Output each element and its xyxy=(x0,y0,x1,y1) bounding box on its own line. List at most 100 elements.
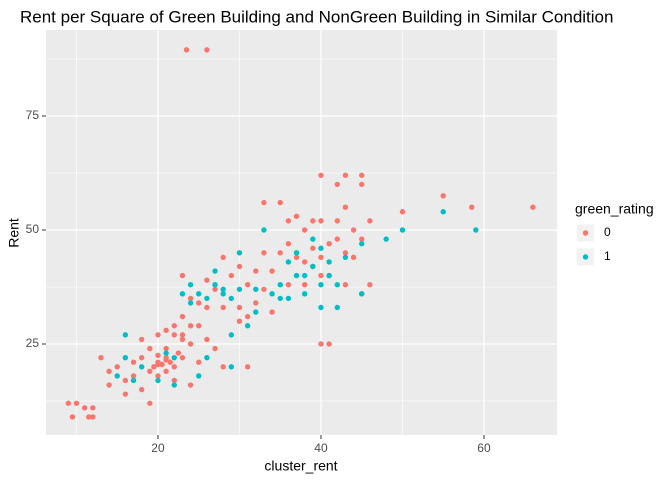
point xyxy=(163,350,169,356)
point xyxy=(212,282,218,288)
point xyxy=(318,218,324,224)
legend-title: green_rating xyxy=(575,201,654,217)
legend-marker xyxy=(582,230,589,236)
point xyxy=(187,341,194,347)
point xyxy=(220,291,226,297)
point xyxy=(253,286,259,292)
point xyxy=(359,181,365,188)
point xyxy=(293,272,300,279)
point xyxy=(196,373,202,379)
point xyxy=(236,263,243,270)
point xyxy=(310,236,316,242)
legend-label: 0 xyxy=(604,225,611,239)
x-tick-label: 60 xyxy=(477,441,491,455)
point xyxy=(326,240,332,247)
point xyxy=(114,373,120,379)
point xyxy=(334,181,340,188)
point xyxy=(159,361,165,368)
point xyxy=(220,286,226,292)
point xyxy=(220,254,226,261)
point xyxy=(138,386,145,393)
point xyxy=(261,286,267,292)
point xyxy=(440,209,446,215)
point xyxy=(187,282,194,288)
point xyxy=(114,364,120,370)
point xyxy=(138,336,145,343)
point xyxy=(171,377,177,384)
point xyxy=(261,250,267,256)
point xyxy=(244,364,251,370)
point xyxy=(318,245,324,251)
point xyxy=(65,400,72,406)
point xyxy=(163,327,169,334)
point xyxy=(285,295,292,302)
point xyxy=(318,282,324,288)
point xyxy=(310,218,316,224)
point xyxy=(179,354,186,361)
point xyxy=(90,405,96,411)
point xyxy=(196,300,202,306)
point xyxy=(212,345,218,352)
point xyxy=(359,172,365,178)
point xyxy=(293,250,300,256)
point xyxy=(326,341,332,347)
point xyxy=(171,354,177,361)
point xyxy=(318,304,324,311)
point xyxy=(253,309,259,315)
point xyxy=(277,199,283,206)
point xyxy=(301,227,308,233)
point xyxy=(318,172,324,178)
point xyxy=(138,354,145,361)
point xyxy=(187,323,194,329)
point xyxy=(171,332,177,338)
point xyxy=(334,218,340,224)
point xyxy=(122,391,129,397)
point xyxy=(318,254,324,261)
point xyxy=(196,323,202,329)
point xyxy=(204,336,210,343)
point xyxy=(530,204,536,210)
point xyxy=(220,364,226,370)
point xyxy=(147,400,153,406)
chart-title: Rent per Square of Green Building and No… xyxy=(20,7,613,26)
point xyxy=(179,332,186,338)
point xyxy=(155,352,161,359)
point xyxy=(359,291,365,297)
point xyxy=(228,295,235,302)
point xyxy=(204,295,210,302)
point xyxy=(171,364,177,370)
y-tick-label: 50 xyxy=(26,222,40,236)
point xyxy=(179,272,186,279)
point xyxy=(212,268,218,274)
point xyxy=(179,313,186,320)
point xyxy=(277,282,283,288)
point xyxy=(163,368,169,375)
legend-label: 1 xyxy=(604,249,611,263)
point xyxy=(285,282,292,288)
point xyxy=(269,309,275,315)
point xyxy=(204,47,210,53)
point xyxy=(293,213,300,220)
point xyxy=(261,199,267,206)
point xyxy=(106,382,112,388)
x-tick-label: 20 xyxy=(151,441,165,455)
point xyxy=(175,350,182,356)
point xyxy=(196,359,202,365)
point xyxy=(171,323,177,329)
point xyxy=(350,227,357,233)
y-axis-label: Rent xyxy=(6,218,22,248)
point xyxy=(261,227,267,233)
point xyxy=(212,286,218,292)
point xyxy=(187,300,194,306)
x-tick-label: 40 xyxy=(314,441,328,455)
point xyxy=(301,272,308,279)
point xyxy=(342,204,349,210)
point xyxy=(163,357,169,363)
point xyxy=(310,245,316,251)
point xyxy=(326,259,332,265)
point xyxy=(244,323,251,329)
x-axis-label: cluster_rent xyxy=(264,458,337,474)
point xyxy=(130,359,137,365)
point xyxy=(179,336,186,343)
